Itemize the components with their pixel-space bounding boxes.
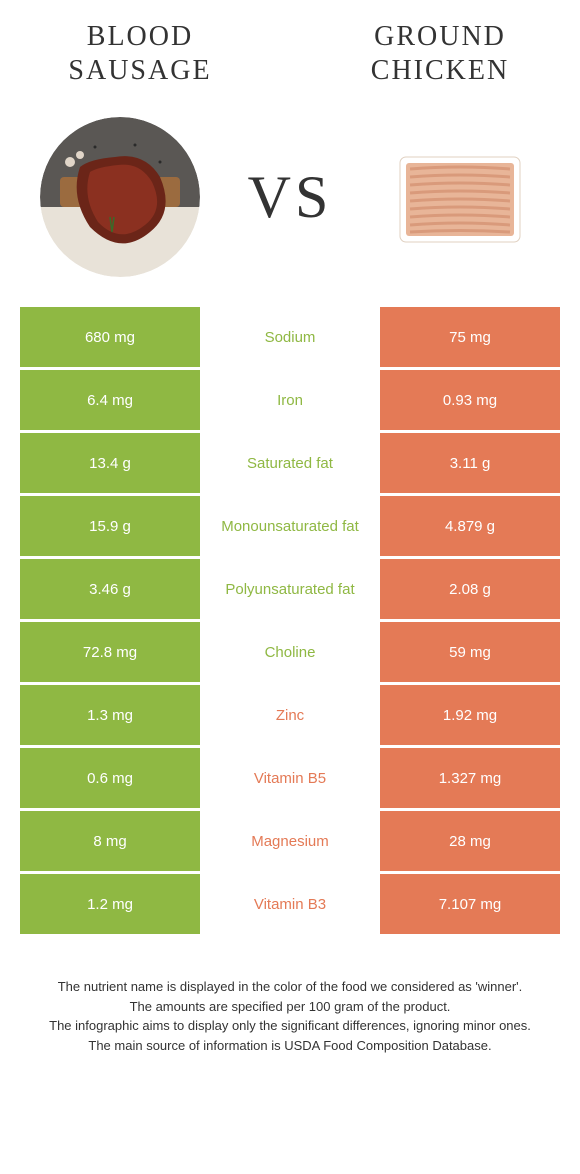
images-row: VS: [0, 97, 580, 307]
left-value: 1.2 mg: [20, 874, 200, 934]
left-value: 8 mg: [20, 811, 200, 871]
left-value: 680 mg: [20, 307, 200, 367]
blood-sausage-image: [40, 117, 200, 277]
nutrient-label: Iron: [200, 370, 380, 430]
table-row: 6.4 mgIron0.93 mg: [20, 370, 560, 430]
header: BLOOD SAUSAGE GROUND CHICKEN: [0, 0, 580, 97]
ground-chicken-image: [380, 117, 540, 277]
left-title-line2: SAUSAGE: [68, 55, 211, 86]
right-value: 2.08 g: [380, 559, 560, 619]
left-value: 13.4 g: [20, 433, 200, 493]
right-value: 3.11 g: [380, 433, 560, 493]
table-row: 0.6 mgVitamin B51.327 mg: [20, 748, 560, 808]
right-value: 4.879 g: [380, 496, 560, 556]
nutrient-label: Polyunsaturated fat: [200, 559, 380, 619]
table-row: 8 mgMagnesium28 mg: [20, 811, 560, 871]
left-value: 3.46 g: [20, 559, 200, 619]
nutrient-label: Magnesium: [200, 811, 380, 871]
ground-chicken-icon: [380, 117, 540, 277]
right-value: 0.93 mg: [380, 370, 560, 430]
table-row: 72.8 mgCholine59 mg: [20, 622, 560, 682]
right-value: 59 mg: [380, 622, 560, 682]
right-value: 1.327 mg: [380, 748, 560, 808]
footer-line2: The amounts are specified per 100 gram o…: [30, 997, 550, 1017]
right-title-line2: CHICKEN: [371, 55, 509, 86]
left-value: 0.6 mg: [20, 748, 200, 808]
right-value: 75 mg: [380, 307, 560, 367]
footer-line4: The main source of information is USDA F…: [30, 1036, 550, 1056]
footer-notes: The nutrient name is displayed in the co…: [0, 937, 580, 1055]
right-food-title: GROUND CHICKEN: [340, 20, 540, 87]
left-title-line1: BLOOD: [87, 21, 193, 52]
left-food-title: BLOOD SAUSAGE: [40, 20, 240, 87]
table-row: 1.3 mgZinc1.92 mg: [20, 685, 560, 745]
vs-label: VS: [248, 163, 333, 232]
left-value: 72.8 mg: [20, 622, 200, 682]
right-value: 1.92 mg: [380, 685, 560, 745]
right-title-line1: GROUND: [374, 21, 506, 52]
table-row: 680 mgSodium75 mg: [20, 307, 560, 367]
nutrient-label: Vitamin B5: [200, 748, 380, 808]
nutrient-table: 680 mgSodium75 mg6.4 mgIron0.93 mg13.4 g…: [0, 307, 580, 934]
left-value: 15.9 g: [20, 496, 200, 556]
nutrient-label: Monounsaturated fat: [200, 496, 380, 556]
footer-line3: The infographic aims to display only the…: [30, 1016, 550, 1036]
right-value: 7.107 mg: [380, 874, 560, 934]
footer-line1: The nutrient name is displayed in the co…: [30, 977, 550, 997]
nutrient-label: Zinc: [200, 685, 380, 745]
left-value: 1.3 mg: [20, 685, 200, 745]
nutrient-label: Vitamin B3: [200, 874, 380, 934]
right-value: 28 mg: [380, 811, 560, 871]
nutrient-label: Sodium: [200, 307, 380, 367]
table-row: 15.9 gMonounsaturated fat4.879 g: [20, 496, 560, 556]
nutrient-label: Saturated fat: [200, 433, 380, 493]
left-value: 6.4 mg: [20, 370, 200, 430]
table-row: 1.2 mgVitamin B37.107 mg: [20, 874, 560, 934]
sausage-icon: [40, 117, 200, 277]
table-row: 3.46 gPolyunsaturated fat2.08 g: [20, 559, 560, 619]
nutrient-label: Choline: [200, 622, 380, 682]
table-row: 13.4 gSaturated fat3.11 g: [20, 433, 560, 493]
